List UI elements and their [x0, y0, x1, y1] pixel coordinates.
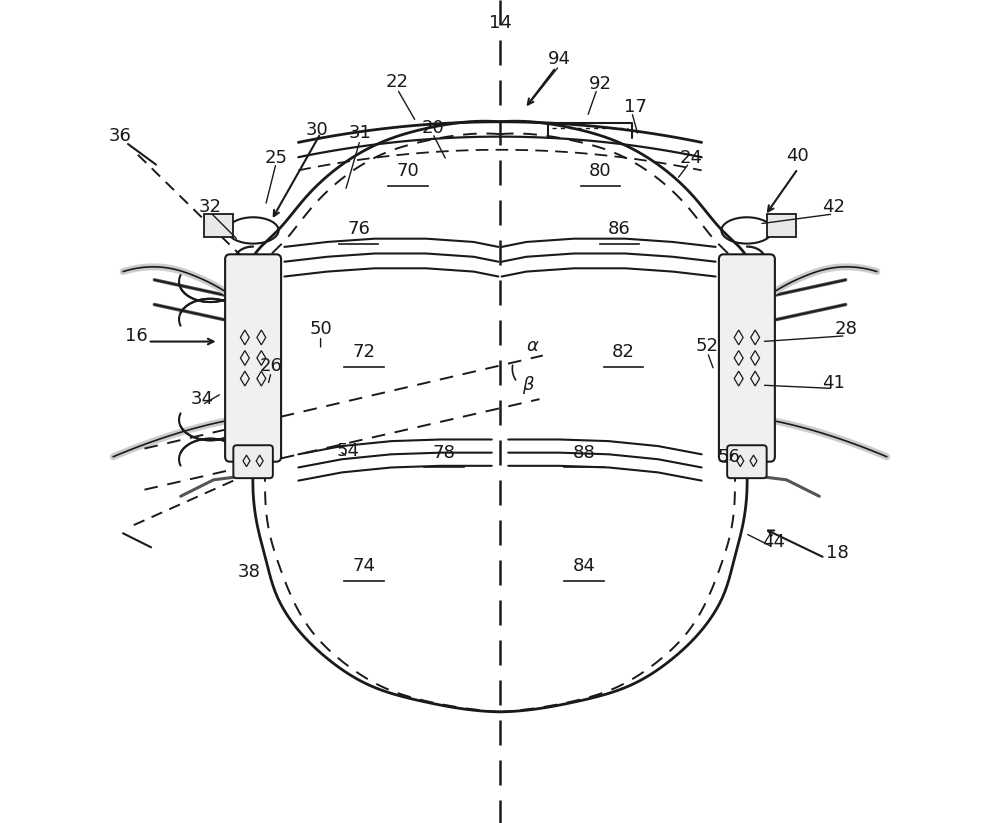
Text: 24: 24 — [679, 149, 702, 167]
Text: 82: 82 — [612, 343, 635, 361]
Text: 52: 52 — [696, 337, 719, 355]
FancyBboxPatch shape — [225, 254, 281, 462]
Text: 34: 34 — [191, 390, 214, 408]
Text: 41: 41 — [822, 374, 845, 392]
Text: 94: 94 — [548, 50, 571, 68]
Text: 40: 40 — [787, 147, 809, 165]
Text: 44: 44 — [762, 532, 785, 551]
Text: 50: 50 — [309, 320, 332, 338]
Text: 28: 28 — [834, 320, 857, 338]
Text: 18: 18 — [826, 544, 849, 562]
Text: 20: 20 — [421, 119, 444, 137]
Text: 76: 76 — [347, 220, 370, 238]
Text: 16: 16 — [125, 327, 148, 345]
Text: 84: 84 — [573, 557, 595, 575]
Text: 70: 70 — [396, 162, 419, 180]
Text: 14: 14 — [489, 14, 511, 32]
Text: 36: 36 — [108, 127, 131, 145]
Text: 78: 78 — [433, 444, 455, 462]
Text: 26: 26 — [260, 357, 283, 375]
Text: β: β — [522, 376, 534, 394]
Text: 56: 56 — [717, 448, 740, 466]
Text: 32: 32 — [199, 198, 222, 216]
Bar — [204, 214, 233, 237]
Text: 25: 25 — [265, 149, 288, 167]
Text: α: α — [527, 337, 539, 355]
Text: 54: 54 — [336, 442, 359, 460]
Text: 80: 80 — [589, 162, 612, 180]
Text: 17: 17 — [624, 98, 647, 116]
FancyBboxPatch shape — [719, 254, 775, 462]
Text: 74: 74 — [353, 557, 376, 575]
Text: 92: 92 — [589, 75, 612, 93]
Text: 88: 88 — [573, 444, 595, 462]
Text: 31: 31 — [349, 124, 372, 142]
Text: 30: 30 — [306, 121, 329, 139]
FancyBboxPatch shape — [233, 445, 273, 478]
Text: 38: 38 — [238, 563, 260, 581]
Text: 22: 22 — [386, 73, 409, 91]
Text: 72: 72 — [353, 343, 376, 361]
Text: 86: 86 — [608, 220, 631, 238]
Text: 42: 42 — [822, 198, 845, 216]
FancyBboxPatch shape — [727, 445, 767, 478]
Bar — [767, 214, 796, 237]
